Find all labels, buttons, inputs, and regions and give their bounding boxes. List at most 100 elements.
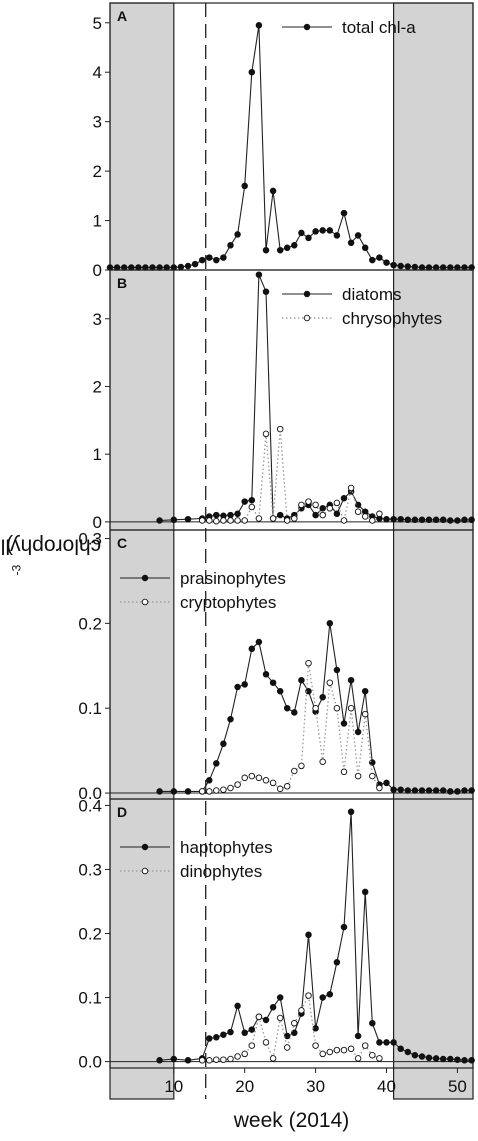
data-point [418,516,426,524]
data-point [340,923,348,931]
data-point [248,772,256,780]
data-point [276,994,284,1001]
y-tick-label: 0.2 [78,614,102,633]
data-point [276,1014,284,1022]
data-point [390,515,397,523]
y-tick-label: 0.0 [78,1053,102,1072]
x-tick-label: 30 [306,1077,325,1096]
data-point [262,671,270,678]
data-point [376,254,383,261]
data-point [397,262,404,270]
data-point [439,1055,447,1063]
data-point [369,1019,376,1027]
data-point [248,1042,256,1049]
legend-label: cryptophytes [180,593,276,612]
data-point [227,242,234,249]
data-point [262,1016,270,1024]
data-point [156,788,163,795]
data-point [418,787,426,794]
x-axis-title: week (2014) [233,1109,350,1132]
data-point [312,704,319,712]
data-point [227,1028,234,1036]
data-point [432,787,440,794]
data-point [170,1055,178,1063]
data-point [333,704,341,712]
data-point [170,788,178,795]
y-tick-label: 0.1 [78,699,102,718]
data-point [404,263,412,270]
data-point [234,517,241,524]
data-point [354,728,362,736]
data-point [326,1048,334,1056]
data-point [255,638,263,646]
y-tick-label: 4 [93,63,102,82]
data-point [298,762,305,770]
data-point [241,498,248,505]
data-point [241,774,248,782]
data-point [319,511,326,519]
data-point [291,242,298,249]
data-point [319,505,326,512]
data-point [213,256,220,264]
data-point [432,516,440,524]
data-point [376,784,383,792]
data-point [255,515,263,522]
data-point [298,501,305,509]
data-point [177,263,185,271]
data-point [298,676,305,684]
data-point [276,687,284,695]
data-point [468,787,475,794]
data-point [390,261,397,269]
y-tick-label: 0.3 [78,860,102,879]
data-point [383,515,390,523]
series-line [202,429,380,523]
data-point [454,1056,461,1063]
data-point [241,681,248,688]
x-tick-label: 50 [448,1077,467,1096]
data-point [276,246,284,254]
data-point [255,271,263,278]
data-point [220,1056,227,1063]
data-point [411,516,419,524]
data-point [361,687,369,695]
legend-label: diatoms [342,285,402,304]
data-point [397,515,404,523]
y-tick-label: 1 [93,445,102,464]
legend-label: total chl-a [342,18,416,37]
data-point [333,510,341,518]
legend-marker [141,598,149,606]
data-point [361,888,369,896]
data-point [298,1007,305,1014]
y-tick-label: 0.0 [78,784,102,803]
data-point [206,1057,213,1064]
series-line [202,663,380,793]
data-point [283,1032,291,1040]
data-point [319,693,326,701]
data-point [468,516,475,524]
data-point [319,994,326,1001]
data-point [376,1039,383,1046]
data-point [354,232,362,239]
data-point [333,959,341,966]
data-point [347,704,355,712]
data-point [213,787,220,794]
data-point [326,620,334,627]
y-tick-label: 0 [93,261,102,280]
data-point [234,781,241,788]
panel-label: A [117,8,127,24]
data-point [305,659,312,667]
data-point [248,68,256,76]
data-point [425,787,433,794]
data-point [447,517,454,524]
data-point [198,517,206,524]
x-tick-label: 40 [377,1077,396,1096]
data-point [248,496,256,504]
data-point [291,1029,298,1037]
y-tick-label: 0.4 [78,796,102,815]
data-point [262,430,270,438]
legend-marker [141,574,149,582]
data-point [326,505,334,512]
data-point [383,1039,390,1046]
